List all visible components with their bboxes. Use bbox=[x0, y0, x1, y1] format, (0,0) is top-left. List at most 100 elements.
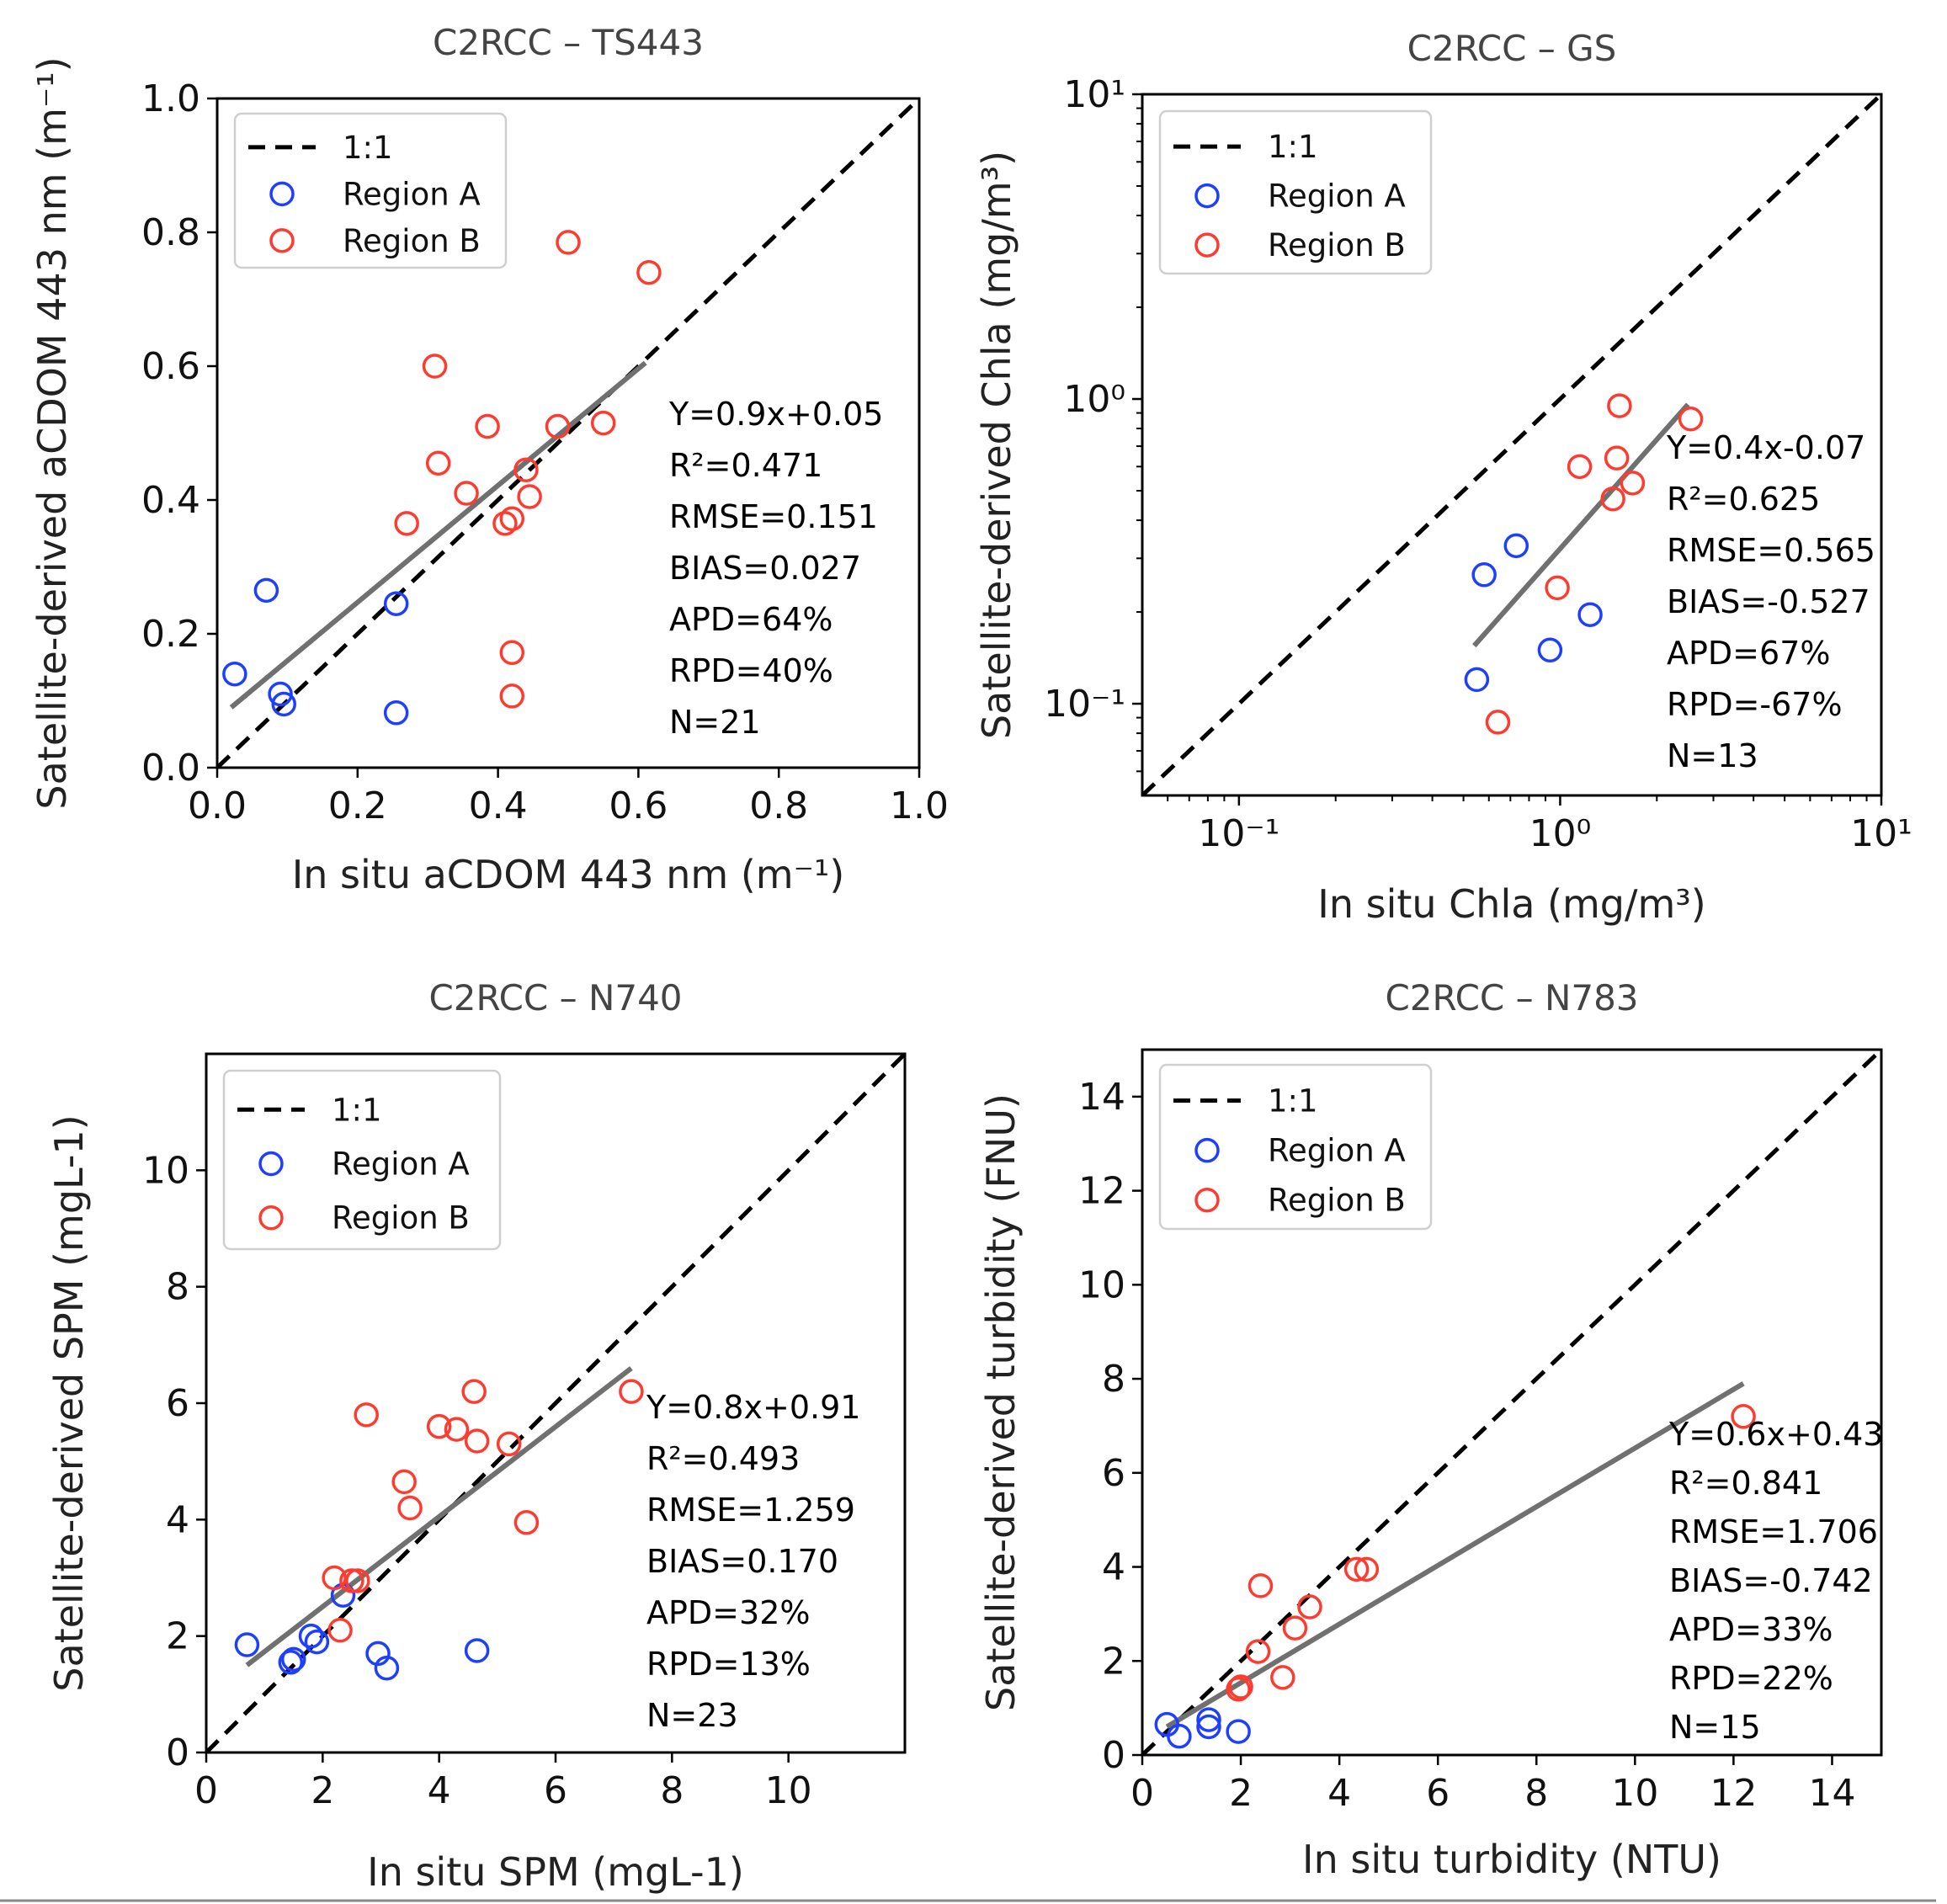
x-tick-label: 8 bbox=[660, 1769, 684, 1812]
legend-region-b-marker bbox=[269, 228, 295, 253]
x-tick-label: 10 bbox=[1611, 1772, 1658, 1815]
stats-line: N=21 bbox=[669, 704, 761, 741]
region-b-point bbox=[425, 450, 451, 476]
region-a-point bbox=[1577, 602, 1603, 627]
region-a-point bbox=[222, 661, 247, 687]
region-b-point bbox=[556, 230, 581, 255]
x-tick-label: 10⁰ bbox=[1529, 812, 1592, 855]
region-b-point bbox=[1600, 486, 1625, 512]
region-a-point bbox=[374, 1655, 400, 1681]
x-tick-label: 10⁻¹ bbox=[1198, 812, 1279, 855]
region-a-point bbox=[268, 681, 293, 707]
axes-frame bbox=[1141, 93, 1883, 797]
legend-label-one-to-one: 1:1 bbox=[343, 130, 393, 166]
stats-line: N=23 bbox=[646, 1697, 738, 1734]
region-a-point bbox=[1196, 1707, 1221, 1732]
stats-line: APD=67% bbox=[1667, 635, 1830, 672]
legend-region-a-marker bbox=[1194, 183, 1220, 209]
x-tick-label: 2 bbox=[1229, 1772, 1253, 1815]
chart-title: C2RCC – TS443 bbox=[433, 22, 704, 63]
x-tick-label: 0.8 bbox=[749, 784, 808, 827]
legend-region-a-marker bbox=[269, 181, 295, 207]
y-axis-label: Satellite-derived Chla (mg/m³) bbox=[974, 151, 1019, 739]
y-tick-label: 8 bbox=[1102, 1358, 1125, 1401]
region-b-point bbox=[1343, 1556, 1370, 1582]
x-tick-label: 0.0 bbox=[188, 784, 247, 827]
legend-label-region-b: Region B bbox=[1268, 227, 1406, 263]
region-b-point bbox=[1678, 406, 1704, 432]
y-tick-label: 4 bbox=[166, 1498, 189, 1541]
chart-title: C2RCC – N740 bbox=[428, 977, 682, 1018]
stats-line: RPD=22% bbox=[1669, 1660, 1833, 1697]
y-tick-label: 2 bbox=[1102, 1640, 1125, 1683]
region-b-point bbox=[513, 1510, 540, 1535]
legend-region-a-marker bbox=[1194, 1137, 1220, 1163]
one-to-one-line bbox=[217, 98, 919, 768]
stats-line: BIAS=-0.527 bbox=[1667, 583, 1870, 620]
stats-line: BIAS=-0.742 bbox=[1669, 1562, 1873, 1599]
y-tick-label: 10⁻¹ bbox=[1044, 683, 1125, 726]
stats-line: N=15 bbox=[1669, 1709, 1761, 1746]
regression-fit-line bbox=[245, 1366, 633, 1667]
region-b-point bbox=[1247, 1573, 1274, 1598]
legend-region-b-marker bbox=[258, 1205, 284, 1231]
stats-line: RMSE=1.259 bbox=[646, 1492, 855, 1529]
region-b-point bbox=[1354, 1556, 1380, 1582]
region-a-point bbox=[383, 700, 409, 726]
legend: 1:1 Region A Region B bbox=[233, 112, 508, 269]
legend-region-a-marker bbox=[258, 1151, 284, 1177]
legend: 1:1 Region A Region B bbox=[1158, 1063, 1433, 1231]
region-b-point bbox=[1270, 1665, 1295, 1690]
x-tick-label: 0 bbox=[194, 1769, 218, 1812]
stats-line: BIAS=0.170 bbox=[646, 1543, 838, 1580]
one-to-one-line bbox=[1142, 1050, 1881, 1755]
region-b-point bbox=[1604, 445, 1630, 471]
axes-frame bbox=[215, 97, 921, 769]
x-tick-label: 0.6 bbox=[609, 784, 668, 827]
legend-label-one-to-one: 1:1 bbox=[1268, 1083, 1318, 1120]
region-b-point bbox=[327, 1618, 353, 1643]
scatter-points bbox=[222, 230, 662, 726]
x-tick-label: 8 bbox=[1524, 1772, 1548, 1815]
region-b-point bbox=[391, 1469, 417, 1495]
region-b-point bbox=[397, 1495, 423, 1521]
legend: 1:1 Region A Region B bbox=[222, 1069, 502, 1251]
region-b-point bbox=[1567, 454, 1593, 480]
y-tick-label: 0.6 bbox=[141, 345, 200, 388]
stats-line: RPD=40% bbox=[669, 652, 833, 689]
region-b-point bbox=[1485, 710, 1511, 735]
legend-box bbox=[1158, 109, 1433, 275]
region-b-point bbox=[1228, 1674, 1253, 1699]
region-b-point bbox=[464, 1428, 490, 1454]
region-a-point bbox=[1503, 533, 1529, 559]
chart-panel-gs: C2RCC – GS 10⁻¹ 10⁰ 10¹ 10⁻¹ 10⁰ 10¹ In situ Ch… bbox=[974, 28, 1912, 927]
y-tick-label: 10¹ bbox=[1063, 73, 1125, 116]
region-a-point bbox=[253, 577, 279, 604]
stats-line: R²=0.625 bbox=[1667, 481, 1820, 518]
legend-label-region-b: Region B bbox=[1268, 1183, 1406, 1219]
region-b-point bbox=[1731, 1404, 1756, 1429]
region-a-point bbox=[271, 691, 296, 717]
region-a-point bbox=[304, 1629, 330, 1655]
region-b-point bbox=[1607, 393, 1632, 418]
y-tick-label: 4 bbox=[1102, 1546, 1125, 1589]
region-b-point bbox=[1545, 575, 1570, 601]
region-b-point bbox=[492, 511, 518, 536]
legend-label-one-to-one: 1:1 bbox=[332, 1092, 382, 1128]
stats-line: BIAS=0.027 bbox=[669, 550, 861, 587]
stats-line: Y=0.9x+0.05 bbox=[668, 396, 883, 433]
stats-line: R²=0.471 bbox=[669, 447, 822, 484]
axes-frame bbox=[1141, 1048, 1883, 1757]
region-b-point bbox=[499, 683, 525, 709]
regression-fit-line bbox=[229, 360, 647, 710]
legend-label-one-to-one: 1:1 bbox=[1268, 129, 1318, 165]
region-b-point bbox=[1620, 471, 1646, 496]
chart-panel-ts443: C2RCC – TS443 0.0 0.2 0.4 0.6 0.8 1.0 0.0 0.2 0.4… bbox=[29, 22, 949, 897]
chart-panel-n783: C2RCC – N783 0 2 4 6 8 10 12 14 0 2 4 6 8 10 12 14 In sit… bbox=[978, 977, 1883, 1882]
y-tick-label: 14 bbox=[1078, 1076, 1125, 1119]
region-b-point bbox=[1245, 1639, 1271, 1664]
scatter-points bbox=[234, 1379, 644, 1681]
stats-line: N=13 bbox=[1667, 737, 1758, 774]
x-tick-label: 6 bbox=[544, 1769, 567, 1812]
y-tick-label: 1.0 bbox=[141, 77, 200, 120]
